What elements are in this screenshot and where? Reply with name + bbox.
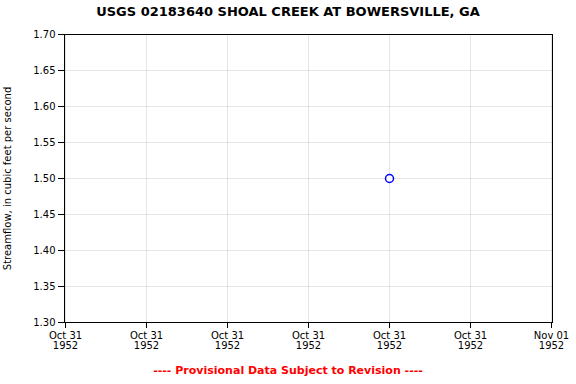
svg-text:Oct 311952: Oct 311952 <box>211 330 244 351</box>
svg-text:1.35: 1.35 <box>33 281 55 292</box>
svg-text:Nov 011952: Nov 011952 <box>534 330 569 351</box>
svg-text:1.30: 1.30 <box>33 317 55 328</box>
svg-text:1.45: 1.45 <box>33 209 55 220</box>
svg-text:1.50: 1.50 <box>33 173 55 184</box>
svg-text:Oct 311952: Oct 311952 <box>130 330 163 351</box>
svg-text:1.55: 1.55 <box>33 137 55 148</box>
svg-text:Oct 311952: Oct 311952 <box>454 330 487 351</box>
svg-text:1.65: 1.65 <box>33 65 55 76</box>
svg-text:1.40: 1.40 <box>33 245 55 256</box>
svg-text:Oct 311952: Oct 311952 <box>373 330 406 351</box>
svg-text:1.60: 1.60 <box>33 101 55 112</box>
svg-text:Streamflow, in cubic feet per: Streamflow, in cubic feet per second <box>2 87 13 270</box>
svg-text:Oct 311952: Oct 311952 <box>49 330 82 351</box>
svg-text:1.70: 1.70 <box>33 29 55 40</box>
html-text:---- Provisional Data Subject: ---- Provisional Data Subject to Revisio… <box>153 364 423 377</box>
html-text:USGS 02183640 SHOAL CREEK AT B: USGS 02183640 SHOAL CREEK AT BOWERSVILLE… <box>96 4 480 19</box>
svg-text:Oct 311952: Oct 311952 <box>292 330 325 351</box>
